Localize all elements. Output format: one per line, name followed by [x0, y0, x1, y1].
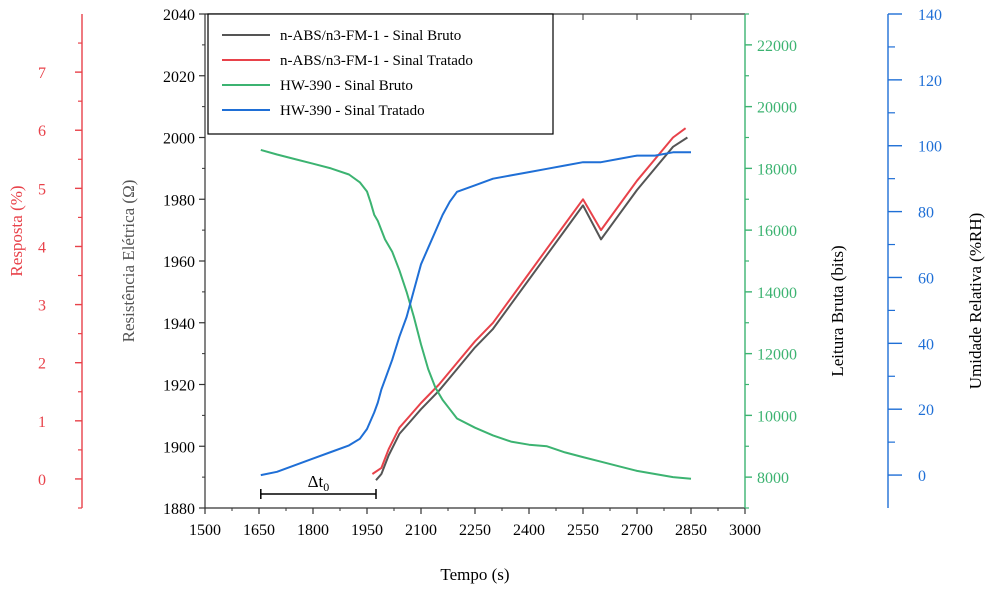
x-tick-label-3: 1950	[351, 522, 383, 539]
axes-layer: 1500 1650 1800 1950 2100 2250 2400 2550 2700 2850…	[7, 7, 985, 584]
humidity-axis-title: Umidade Relativa (%RH)	[966, 213, 985, 390]
raw-tick-label-5: 18000	[757, 161, 797, 178]
res-tick-label-1: 1900	[163, 439, 195, 456]
res-tick-label-4: 1960	[163, 254, 195, 271]
raw-tick-label-1: 10000	[757, 408, 797, 425]
hum-tick-label-1: 20	[918, 402, 934, 419]
hum-tick-label-3: 60	[918, 270, 934, 287]
hum-tick-label-7: 140	[918, 7, 942, 24]
resp-tick-label-6: 6	[38, 123, 46, 140]
raw-tick-label-2: 12000	[757, 347, 797, 364]
raw-tick-label-6: 20000	[757, 100, 797, 117]
raw-tick-label-3: 14000	[757, 285, 797, 302]
delta-t-annotation: Δt0	[260, 472, 377, 499]
resp-tick-label-2: 2	[38, 356, 46, 373]
resp-tick-label-3: 3	[38, 298, 46, 315]
x-tick-label-0: 1500	[189, 522, 221, 539]
series-layer	[260, 127, 692, 481]
x-tick-label-10: 3000	[729, 522, 761, 539]
hum-tick-label-4: 80	[918, 205, 934, 222]
res-tick-label-5: 1980	[163, 192, 195, 209]
x-axis-title: Tempo (s)	[440, 565, 509, 584]
raw-tick-label-0: 8000	[757, 470, 789, 487]
hum-tick-label-6: 120	[918, 73, 942, 90]
resp-tick-label-5: 5	[38, 181, 46, 198]
resp-tick-label-0: 0	[38, 472, 46, 489]
hum-tick-label-5: 100	[918, 139, 942, 156]
res-tick-label-0: 1880	[163, 501, 195, 518]
res-tick-label-3: 1940	[163, 316, 195, 333]
series-line-2	[260, 148, 692, 480]
series-line-1	[371, 127, 687, 475]
raw-tick-label-7: 22000	[757, 38, 797, 55]
x-tick-label-9: 2850	[675, 522, 707, 539]
x-tick-label-7: 2550	[567, 522, 599, 539]
series-line-3	[260, 151, 691, 477]
x-tick-label-8: 2700	[621, 522, 653, 539]
x-tick-label-1: 1650	[243, 522, 275, 539]
resp-tick-label-7: 7	[38, 65, 46, 82]
legend-label-0: n-ABS/n3-FM-1 - Sinal Bruto	[280, 28, 461, 44]
x-tick-label-6: 2400	[513, 522, 545, 539]
delta-t-label: Δt0	[308, 472, 330, 494]
resp-tick-label-1: 1	[38, 414, 46, 431]
resistance-axis-title: Resistência Elétrica (Ω)	[119, 180, 138, 343]
chart-legend: n-ABS/n3-FM-1 - Sinal Bruto n-ABS/n3-FM-…	[207, 13, 554, 135]
res-tick-label-2: 1920	[163, 378, 195, 395]
x-tick-label-5: 2250	[459, 522, 491, 539]
legend-label-1: n-ABS/n3-FM-1 - Sinal Tratado	[280, 53, 473, 69]
res-tick-label-6: 2000	[163, 131, 195, 148]
x-tick-label-2: 1800	[297, 522, 329, 539]
raw-axis-title: Leitura Bruta (bits)	[828, 245, 847, 376]
resp-tick-label-4: 4	[38, 239, 46, 256]
raw-tick-label-4: 16000	[757, 223, 797, 240]
legend-label-2: HW-390 - Sinal Bruto	[280, 78, 413, 94]
legend-label-3: HW-390 - Sinal Tratado	[280, 103, 425, 119]
res-tick-label-8: 2040	[163, 7, 195, 24]
hum-tick-label-2: 40	[918, 336, 934, 353]
res-tick-label-7: 2020	[163, 69, 195, 86]
response-axis-title: Resposta (%)	[7, 185, 26, 276]
series-line-0	[375, 136, 688, 481]
hum-tick-label-0: 0	[918, 468, 926, 485]
x-tick-label-4: 2100	[405, 522, 437, 539]
